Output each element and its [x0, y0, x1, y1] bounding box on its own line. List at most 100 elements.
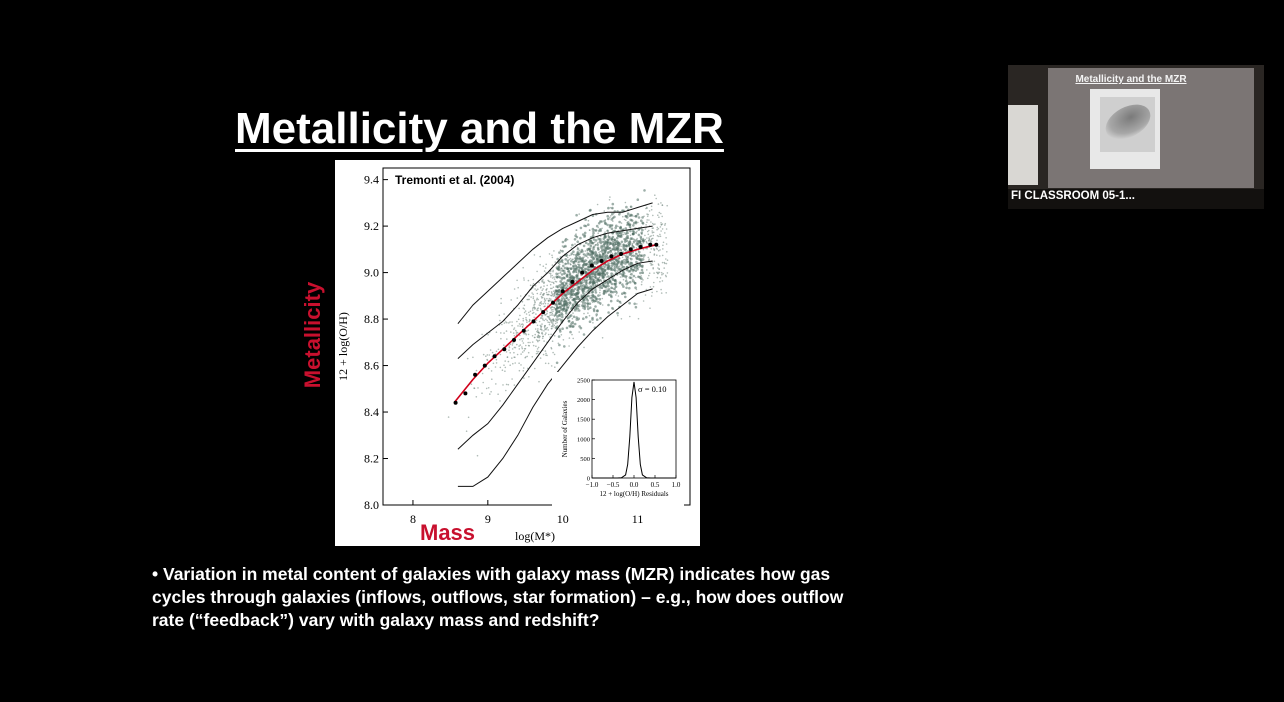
galaxy-point: [645, 240, 648, 243]
galaxy-point: [658, 271, 661, 274]
galaxy-point: [545, 313, 547, 316]
galaxy-point: [550, 325, 553, 328]
galaxy-point: [577, 298, 580, 301]
galaxy-point: [591, 301, 594, 304]
galaxy-point: [610, 282, 614, 286]
galaxy-point: [596, 243, 599, 246]
galaxy-point: [447, 416, 450, 418]
galaxy-point: [648, 237, 650, 239]
galaxy-point: [550, 291, 553, 293]
galaxy-point: [575, 264, 577, 267]
galaxy-point: [624, 260, 627, 263]
thumbnail-slide-title: Metallicity and the MZR: [1075, 74, 1187, 85]
galaxy-point: [503, 332, 505, 334]
galaxy-point: [655, 197, 657, 200]
galaxy-point: [615, 292, 618, 295]
galaxy-point: [581, 296, 583, 299]
galaxy-point: [577, 307, 580, 310]
galaxy-point: [548, 293, 550, 296]
galaxy-point: [637, 216, 641, 219]
galaxy-point: [549, 272, 552, 275]
galaxy-point: [497, 393, 499, 395]
galaxy-point: [574, 234, 577, 238]
galaxy-point: [594, 297, 598, 300]
galaxy-point: [558, 343, 561, 347]
galaxy-point: [636, 268, 639, 271]
galaxy-point: [601, 304, 604, 306]
galaxy-point: [629, 242, 632, 244]
galaxy-point: [599, 303, 602, 305]
galaxy-point: [571, 304, 575, 307]
galaxy-point: [665, 275, 667, 278]
galaxy-point: [638, 257, 641, 260]
galaxy-point: [557, 342, 560, 345]
galaxy-point: [476, 454, 479, 457]
galaxy-point: [625, 219, 627, 222]
galaxy-point: [569, 314, 573, 317]
galaxy-point: [558, 284, 561, 287]
galaxy-point: [592, 309, 596, 313]
galaxy-point: [550, 346, 552, 349]
galaxy-point: [511, 324, 513, 327]
galaxy-point: [612, 273, 615, 276]
galaxy-point: [570, 246, 573, 249]
y-tick-label: 9.0: [364, 266, 379, 280]
galaxy-point: [573, 253, 575, 256]
galaxy-point: [511, 342, 514, 344]
galaxy-point: [558, 301, 560, 304]
median-point: [570, 279, 575, 284]
galaxy-point: [584, 241, 588, 245]
galaxy-point: [551, 256, 554, 259]
galaxy-point: [597, 286, 599, 288]
galaxy-point: [658, 235, 660, 238]
inset-y-tick-label: 1000: [577, 436, 590, 443]
galaxy-point: [650, 209, 653, 211]
galaxy-point: [606, 214, 609, 218]
galaxy-point: [529, 341, 531, 344]
galaxy-point: [607, 217, 610, 221]
galaxy-point: [643, 215, 645, 218]
galaxy-point: [533, 303, 536, 305]
galaxy-point: [666, 251, 668, 253]
galaxy-point: [640, 231, 643, 235]
galaxy-point: [637, 317, 640, 320]
galaxy-point: [512, 362, 514, 365]
galaxy-point: [612, 232, 614, 235]
galaxy-point: [541, 337, 544, 340]
galaxy-point: [662, 241, 665, 244]
galaxy-point: [590, 277, 593, 281]
galaxy-point: [543, 285, 545, 287]
galaxy-point: [555, 275, 558, 278]
galaxy-point: [614, 226, 617, 230]
galaxy-point: [635, 247, 638, 249]
galaxy-point: [610, 224, 613, 227]
galaxy-point: [576, 253, 579, 256]
galaxy-point: [610, 286, 613, 290]
galaxy-point: [482, 353, 485, 356]
galaxy-point: [576, 282, 579, 286]
galaxy-point: [648, 274, 650, 277]
galaxy-point: [552, 310, 554, 313]
galaxy-point: [525, 318, 527, 321]
galaxy-point: [542, 302, 545, 305]
galaxy-point: [628, 246, 631, 248]
galaxy-point: [545, 289, 547, 291]
galaxy-point: [600, 284, 603, 287]
galaxy-point: [583, 307, 586, 311]
galaxy-point: [587, 256, 589, 259]
galaxy-point: [614, 269, 617, 272]
galaxy-point: [635, 242, 638, 246]
galaxy-point: [621, 256, 624, 259]
galaxy-point: [552, 351, 554, 354]
galaxy-point: [614, 285, 617, 288]
galaxy-point: [602, 289, 606, 293]
galaxy-point: [592, 296, 594, 299]
galaxy-point: [623, 231, 625, 234]
galaxy-point: [569, 267, 573, 270]
plot-frame: [382, 167, 691, 506]
inset-y-tick-label: 0: [587, 476, 590, 483]
galaxy-point: [642, 300, 645, 302]
video-thumbnail[interactable]: Metallicity and the MZR FI CLASSROOM 05-…: [1008, 65, 1264, 209]
galaxy-point: [523, 311, 526, 314]
galaxy-point: [548, 272, 551, 274]
